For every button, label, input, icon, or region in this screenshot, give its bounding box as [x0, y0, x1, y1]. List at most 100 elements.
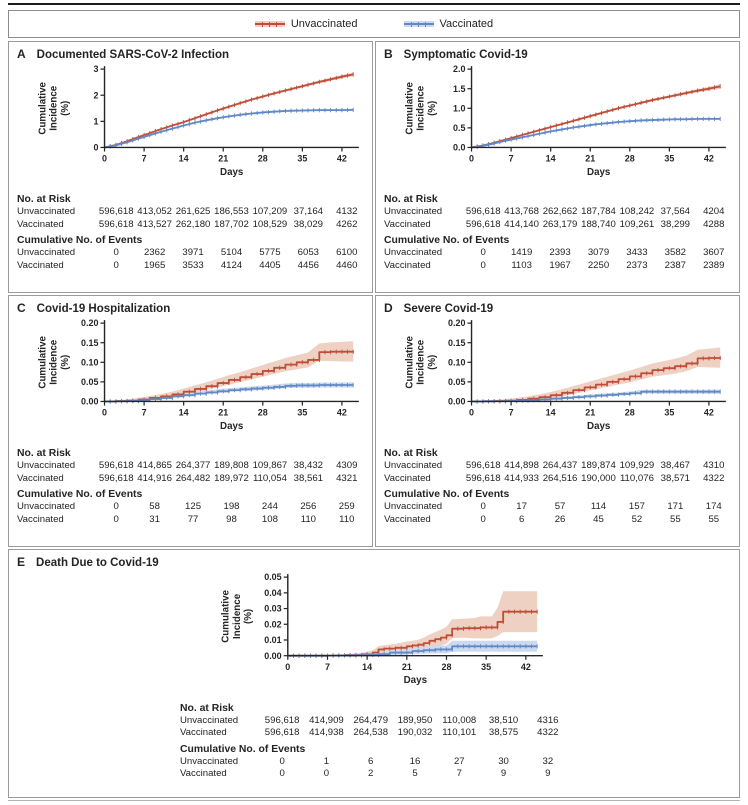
table-cell: 596,618	[98, 460, 134, 472]
table-cell: 30	[498, 755, 509, 767]
svg-text:0: 0	[285, 662, 290, 672]
svg-text:14: 14	[362, 662, 372, 672]
table-cell: 38,571	[660, 472, 691, 484]
table-cell: 4262	[336, 218, 358, 230]
table-cell: 125	[185, 501, 202, 513]
svg-text:Incidence: Incidence	[49, 339, 60, 385]
table-cell: 32	[542, 755, 554, 767]
row-label: Vaccinated	[384, 259, 431, 271]
table-cell: 1	[323, 755, 330, 767]
svg-text:35: 35	[664, 408, 674, 418]
table-cell: 108,529	[252, 218, 288, 230]
risk-row-unvaccinated: Unvaccinated 596,618 413,052 261,625 186,553…	[17, 206, 366, 219]
panel-d: D Severe Covid-19 0.00 0.05 0.10 0.15 0.20 0 7…	[375, 295, 740, 547]
table-cell: 52	[631, 513, 643, 525]
table-cell: 16	[409, 755, 421, 767]
table-cell: 187,784	[581, 206, 616, 218]
svg-text:21: 21	[218, 408, 228, 418]
svg-text:Days: Days	[587, 167, 611, 178]
svg-text:0.00: 0.00	[264, 651, 281, 661]
row-label: Vaccinated	[180, 768, 227, 780]
svg-text:Cumulative: Cumulative	[38, 335, 49, 388]
no-at-risk-heading: No. at Risk	[384, 194, 438, 206]
table-cell: 5775	[259, 247, 281, 259]
panel-c: C Covid-19 Hospitalization 0.00 0.05 0.10 0…	[8, 295, 373, 547]
panel-title: Documented SARS-CoV-2 Infection	[36, 49, 229, 61]
svg-text:0.05: 0.05	[448, 377, 465, 387]
svg-text:Days: Days	[587, 421, 611, 432]
events-row-vaccinated: Vaccinated 0 1965 3533 4124 4405 4456 4460	[17, 260, 366, 273]
table-cell: 190,032	[397, 727, 433, 739]
svg-text:0.01: 0.01	[264, 635, 281, 645]
table-cell: 38,561	[293, 472, 324, 484]
table-cell: 5104	[220, 247, 243, 259]
table-cell: 9	[545, 768, 551, 780]
svg-text:2: 2	[93, 90, 98, 100]
table-cell: 261,625	[175, 206, 211, 218]
table-cell: 3607	[703, 247, 725, 259]
svg-text:(%): (%)	[60, 355, 71, 370]
svg-text:21: 21	[585, 154, 595, 164]
table-cell: 6100	[336, 247, 358, 259]
chart-svg: 0.00 0.05 0.10 0.15 0.20 0 7 14 21 28 35 42 Days Cumu…	[405, 318, 726, 432]
table-cell: 0	[480, 513, 486, 525]
table-cell: 7	[456, 768, 462, 780]
table-cell: 77	[187, 513, 199, 525]
panel-title: Covid-19 Hospitalization	[36, 303, 171, 315]
svg-text:3: 3	[93, 64, 98, 74]
table-cell: 157	[628, 501, 645, 513]
svg-text:1.0: 1.0	[453, 103, 465, 113]
svg-text:1: 1	[93, 116, 98, 126]
table-cell: 2387	[664, 259, 687, 271]
row-label: Vaccinated	[180, 727, 227, 739]
table-cell: 188,740	[581, 218, 616, 230]
table-cell: 413,052	[137, 206, 172, 218]
panel-letter: C	[17, 301, 26, 315]
legend-label-unvaccinated: Unvaccinated	[290, 18, 358, 30]
chart-symptomatic-covid: 0.0 0.5 1.0 1.5 2.0 0 7 14 21 28 35 42 Days Cumulativ…	[382, 62, 733, 190]
svg-text:Incidence: Incidence	[416, 85, 427, 131]
svg-text:Days: Days	[220, 421, 244, 432]
chart-severe-covid: 0.00 0.05 0.10 0.15 0.20 0 7 14 21 28 35 42 Days Cumu…	[382, 316, 733, 444]
svg-text:(%): (%)	[243, 609, 254, 624]
table-cell: 262,180	[175, 218, 211, 230]
risk-row-unvaccinated: Unvaccinated 596,618 414,865 264,377 189,808…	[17, 460, 366, 473]
table-cell: 2362	[143, 247, 166, 259]
svg-text:0.05: 0.05	[264, 572, 281, 582]
table-cell: 414,938	[309, 727, 344, 739]
chart-svg: 0.00 0.05 0.10 0.15 0.20 0 7 14 21 28 35 42 Days Cumu…	[38, 318, 359, 432]
svg-text:0.00: 0.00	[81, 397, 98, 407]
chart-svg: 0.0 0.5 1.0 1.5 2.0 0 7 14 21 28 35 42 Days Cumulativ…	[405, 64, 726, 178]
svg-text:0.15: 0.15	[81, 338, 98, 348]
risk-row-vaccinated: Vaccinated 596,618 414,140 263,179 188,740 10…	[384, 219, 733, 232]
table-cell: 596,618	[98, 218, 134, 230]
table-cell: 0	[323, 768, 330, 780]
legend-label-vaccinated: Vaccinated	[439, 18, 494, 30]
table-cell: 2250	[587, 259, 610, 271]
row-label: Vaccinated	[17, 513, 64, 525]
panel-letter: A	[17, 47, 26, 61]
table-cell: 264,516	[542, 472, 578, 484]
events-row-vaccinated: Vaccinated 0 6 26 45 52 55 55	[384, 514, 733, 527]
table-cell: 6	[518, 513, 525, 525]
table-cell: 3433	[626, 247, 648, 259]
table-cell: 2	[368, 768, 374, 780]
table-cell: 264,437	[542, 460, 578, 472]
legend-item-unvaccinated: Unvaccinated	[254, 18, 358, 30]
svg-text:2.0: 2.0	[453, 64, 465, 74]
table-cell: 4309	[336, 460, 358, 472]
table-cell: 4204	[703, 206, 725, 218]
events-row-unvaccinated: Unvaccinated 0 58 125 198 244 256 259	[17, 501, 366, 514]
row-label: Unvaccinated	[384, 460, 443, 472]
cumulative-events-heading: Cumulative No. of Events	[384, 235, 510, 247]
table-cell: 110,008	[442, 714, 477, 726]
table-cell: 3582	[664, 247, 687, 259]
table-cell: 110,054	[252, 472, 287, 484]
table-cell: 596,618	[465, 472, 501, 484]
svg-text:35: 35	[297, 154, 307, 164]
svg-text:1.5: 1.5	[453, 84, 465, 94]
svg-text:14: 14	[179, 408, 189, 418]
table-cell: 596,618	[465, 206, 501, 218]
table-cell: 17	[516, 501, 527, 513]
